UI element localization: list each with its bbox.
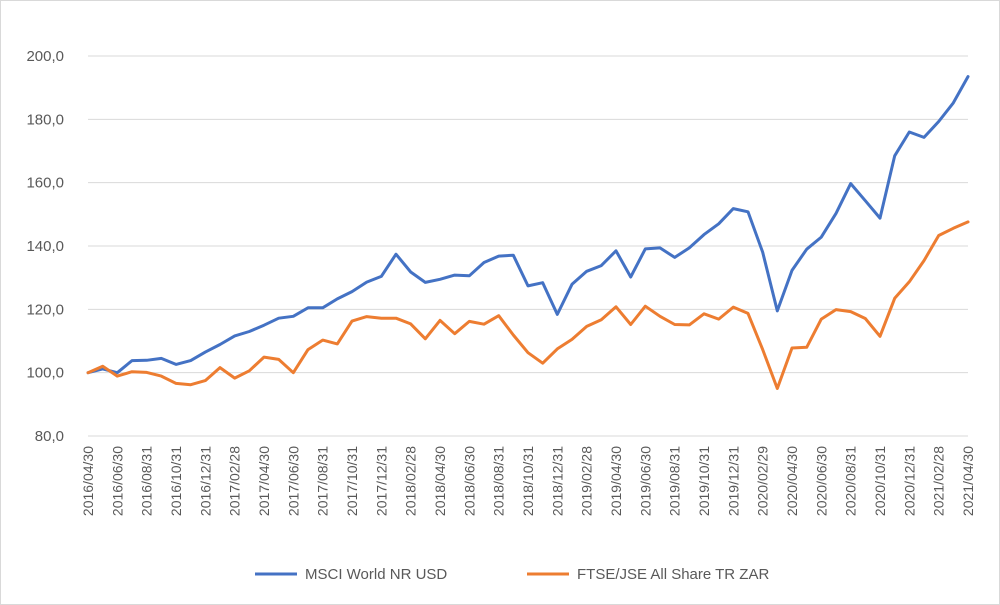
y-tick-label: 160,0 xyxy=(26,175,64,192)
x-tick-label: 2018/10/31 xyxy=(520,446,536,516)
x-tick-label: 2020/02/29 xyxy=(755,446,771,516)
x-tick-label: 2020/10/31 xyxy=(872,446,888,516)
x-tick-label: 2017/06/30 xyxy=(285,446,301,516)
x-tick-label: 2018/08/31 xyxy=(491,446,507,516)
y-tick-label: 200,0 xyxy=(26,48,64,65)
x-tick-label: 2019/12/31 xyxy=(725,446,741,516)
x-tick-label: 2019/06/30 xyxy=(637,446,653,516)
y-tick-label: 80,0 xyxy=(35,428,64,445)
gridlines xyxy=(88,55,968,437)
x-tick-label: 2016/04/30 xyxy=(80,446,96,516)
y-axis-ticks: 80,0 100,0 120,0 140,0 160,0 180,0 200,0 xyxy=(26,48,64,445)
y-tick-label: 100,0 xyxy=(26,365,64,382)
x-tick-label: 2021/04/30 xyxy=(960,446,976,516)
y-tick-label: 120,0 xyxy=(26,301,64,318)
x-tick-label: 2018/12/31 xyxy=(549,446,565,516)
x-tick-label: 2017/10/31 xyxy=(344,446,360,516)
series-lines xyxy=(86,75,970,390)
x-tick-label: 2018/02/28 xyxy=(403,446,419,516)
x-tick-label: 2016/10/31 xyxy=(168,446,184,516)
x-tick-label: 2016/08/31 xyxy=(139,446,155,516)
x-tick-label: 2017/12/31 xyxy=(373,446,389,516)
x-tick-label: 2019/02/28 xyxy=(579,446,595,516)
legend-label-1: MSCI World NR USD xyxy=(305,566,447,583)
series-line-1 xyxy=(86,75,970,375)
x-tick-label: 2019/10/31 xyxy=(696,446,712,516)
x-axis-ticks: 2016/04/30 2016/06/30 2016/08/31 2016/10/31… xyxy=(80,446,976,516)
x-tick-label: 2017/08/31 xyxy=(315,446,331,516)
legend: MSCI World NR USD FTSE/JSE All Share TR Z… xyxy=(255,566,769,583)
x-tick-label: 2020/06/30 xyxy=(813,446,829,516)
y-tick-label: 180,0 xyxy=(26,111,64,128)
x-tick-label: 2017/04/30 xyxy=(256,446,272,516)
y-tick-label: 140,0 xyxy=(26,238,64,255)
x-tick-label: 2019/04/30 xyxy=(608,446,624,516)
series-line-2 xyxy=(86,220,970,390)
x-tick-label: 2019/08/31 xyxy=(667,446,683,516)
x-tick-label: 2017/02/28 xyxy=(227,446,243,516)
x-tick-label: 2016/12/31 xyxy=(197,446,213,516)
x-tick-label: 2018/04/30 xyxy=(432,446,448,516)
x-tick-label: 2016/06/30 xyxy=(109,446,125,516)
x-tick-label: 2020/12/31 xyxy=(901,446,917,516)
x-tick-label: 2020/04/30 xyxy=(784,446,800,516)
x-tick-label: 2021/02/28 xyxy=(931,446,947,516)
x-tick-label: 2020/08/31 xyxy=(843,446,859,516)
legend-label-2: FTSE/JSE All Share TR ZAR xyxy=(577,566,769,583)
x-tick-label: 2018/06/30 xyxy=(461,446,477,516)
